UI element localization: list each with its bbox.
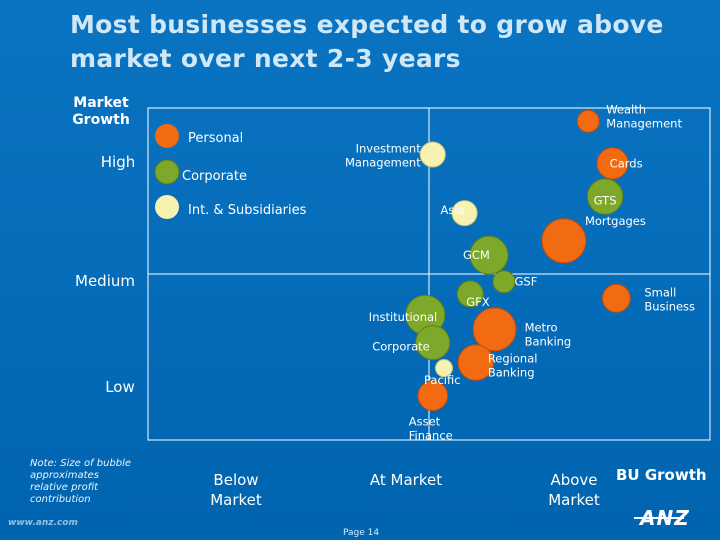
x-tick-above: Above Market bbox=[548, 471, 600, 509]
bubble-label-wealth-management: Wealth Management bbox=[606, 102, 682, 130]
bubble-corporate bbox=[415, 325, 451, 361]
bubble-size-note: Note: Size of bubble approximates relati… bbox=[30, 458, 140, 506]
x-tick-below: Below Market bbox=[210, 471, 262, 509]
bubble-investment-management bbox=[419, 141, 446, 168]
chart-bubble-labels: Wealth Management Investment Management Card… bbox=[345, 102, 695, 442]
x-tick-at: At Market bbox=[369, 471, 443, 489]
x-axis-title: BU Growth bbox=[616, 466, 707, 484]
bubble-asia bbox=[451, 200, 478, 227]
bubble-label-gfx: GFX bbox=[466, 295, 490, 309]
legend-label-0: Personal bbox=[188, 131, 243, 146]
bubble-label-gts: GTS bbox=[594, 194, 617, 208]
bubble-label-pacific: Pacific bbox=[424, 373, 461, 387]
bubble-gsf bbox=[492, 270, 516, 294]
bubble-label-gsf: GSF bbox=[515, 275, 538, 289]
bubble-metro-banking bbox=[472, 307, 517, 352]
bubble-gfx bbox=[456, 280, 484, 308]
bubble-label-institutional: Institutional bbox=[369, 310, 437, 324]
bubble-gts bbox=[586, 178, 624, 215]
legend-marker-2 bbox=[155, 195, 179, 219]
bubble-label-asset-finance: Asset Finance bbox=[409, 415, 453, 443]
bubble-label-gcm: GCM bbox=[463, 248, 490, 262]
bubble-label-cards: Cards bbox=[610, 156, 643, 170]
bubble-label-corporate: Corporate bbox=[372, 340, 430, 354]
legend-marker-1 bbox=[154, 159, 180, 185]
note-text: Size of bubble approximates relative pro… bbox=[30, 458, 132, 505]
note-label: Note: bbox=[30, 458, 58, 469]
bubble-label-mortgages: Mortgages bbox=[585, 214, 646, 228]
page-number: Page 14 bbox=[343, 528, 380, 538]
bubble-gcm bbox=[469, 235, 509, 275]
footer-url[interactable]: www.anz.com bbox=[8, 518, 78, 528]
page-title: Most businesses expected to grow above m… bbox=[70, 10, 664, 73]
y-axis-title: Market Growth bbox=[72, 95, 130, 128]
bubble-cards bbox=[596, 147, 629, 180]
bubble-regional-banking bbox=[457, 344, 495, 381]
bubble-asset-finance bbox=[417, 380, 449, 411]
legend-marker-0 bbox=[155, 124, 179, 148]
y-tick-high: High bbox=[100, 153, 136, 171]
bubble-pacific bbox=[434, 359, 454, 378]
y-tick-low: Low bbox=[105, 378, 135, 396]
bubble-label-investment-management: Investment Management bbox=[345, 141, 421, 169]
y-tick-medium: Medium bbox=[75, 272, 135, 290]
bubble-small-business bbox=[601, 283, 631, 313]
bubble-label-small-business: Small Business bbox=[644, 285, 695, 313]
legend-label-2: Int. & Subsidiaries bbox=[188, 203, 307, 218]
bubble-mortgages bbox=[541, 218, 587, 264]
bubble-label-metro-banking: Metro Banking bbox=[525, 320, 572, 348]
chart-bubbles bbox=[405, 109, 631, 411]
bubble-wealth-management bbox=[576, 109, 600, 133]
chart-legend: Personal Corporate Int. & Subsidiaries bbox=[154, 124, 307, 219]
legend-label-1: Corporate bbox=[182, 169, 247, 184]
bubble-label-regional-banking: Regional Banking bbox=[488, 352, 538, 380]
bubble-label-asia: Asia bbox=[440, 203, 464, 217]
anz-logo: ANZ bbox=[634, 506, 690, 530]
